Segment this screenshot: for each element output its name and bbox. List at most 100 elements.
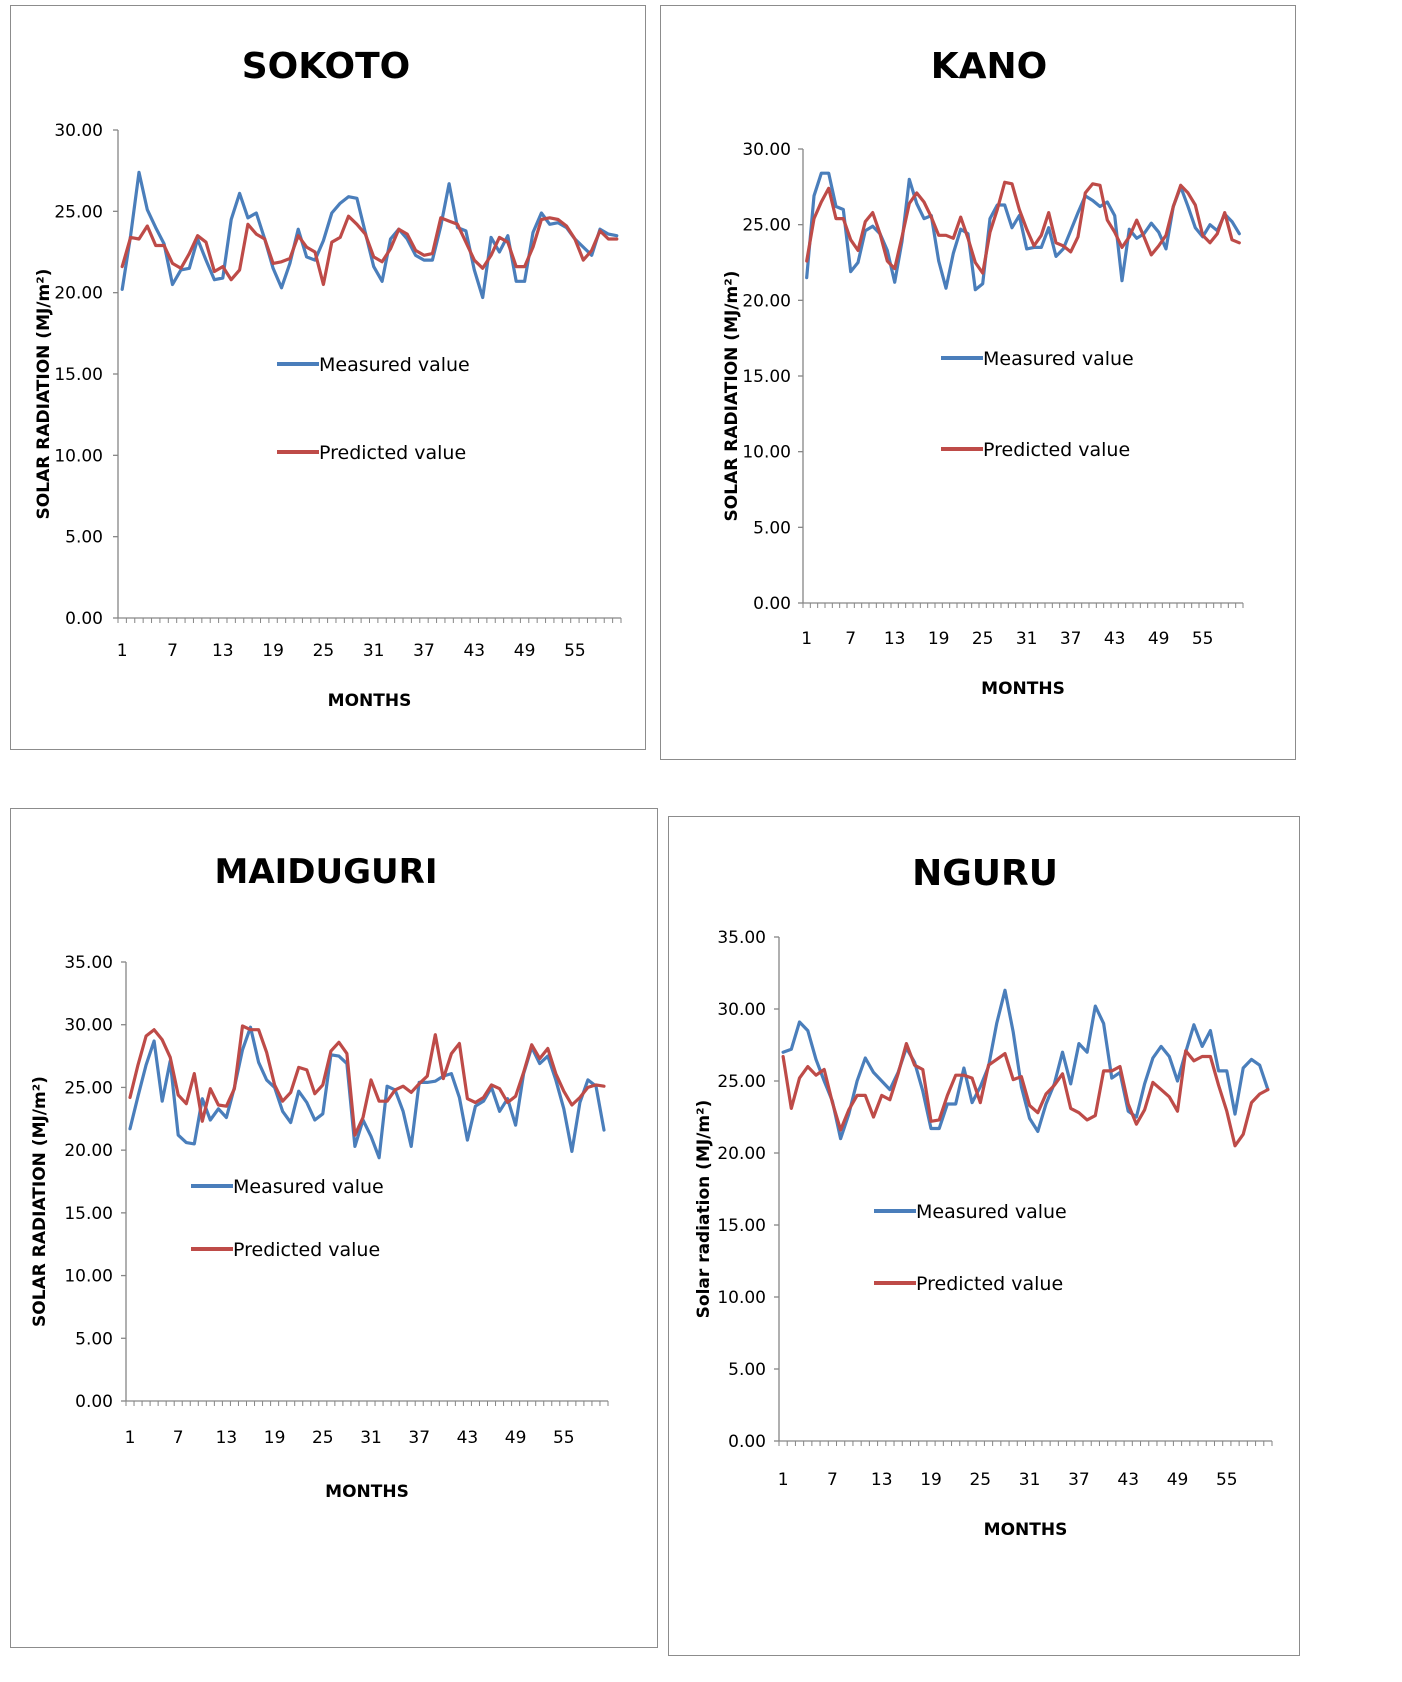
y-axis-title: SOLAR RADIATION (MJ/m²) xyxy=(30,1076,50,1327)
series-line-predicted xyxy=(128,1024,606,1137)
x-tick-label: 55 xyxy=(553,1428,575,1448)
y-tick-label: 5.00 xyxy=(75,1329,113,1349)
x-tick-label: 13 xyxy=(871,1470,893,1490)
x-tick-label: 31 xyxy=(360,1428,382,1448)
y-tick-label: 35.00 xyxy=(717,928,766,948)
y-tick-label: 15.00 xyxy=(742,367,791,387)
chart-panel-nguru: NGURU 0.00 5.00 10.00 15.00 20.00 25.00 30.00 35… xyxy=(668,816,1300,1656)
y-tick-label: 10.00 xyxy=(64,1267,113,1287)
y-tick-label: 0.00 xyxy=(75,1392,113,1412)
chart-panel-kano: KANO 0.00 5.00 10.00 15.00 20.00 25.00 30.00 1 7 1… xyxy=(660,5,1296,760)
legend-label-predicted: Predicted value xyxy=(319,442,466,464)
chart-title-maiduguri: MAIDUGURI xyxy=(215,852,438,892)
y-tick-label: 0.00 xyxy=(728,1432,766,1452)
series-line-predicted xyxy=(805,180,1241,275)
x-axis-title: MONTHS xyxy=(328,691,412,711)
chart-svg-kano: KANO 0.00 5.00 10.00 15.00 20.00 25.00 30.00 1 7 1… xyxy=(722,46,1244,699)
chart-svg-maiduguri: MAIDUGURI 0.00 5.00 10.00 15.00 20.00 25.00 30.… xyxy=(30,852,609,1502)
y-tick-label: 25.00 xyxy=(717,1072,766,1092)
x-tick-label: 13 xyxy=(884,629,906,649)
y-tick-label: 30.00 xyxy=(742,140,791,160)
legend-label-predicted: Predicted value xyxy=(916,1273,1063,1295)
legend-label-predicted: Predicted value xyxy=(233,1239,380,1261)
x-tick-label: 31 xyxy=(363,641,385,661)
x-tick-label: 37 xyxy=(1068,1470,1090,1490)
chart-title-kano: KANO xyxy=(931,46,1048,87)
x-axis-title: MONTHS xyxy=(984,1520,1068,1540)
x-tick-label: 1 xyxy=(117,641,128,661)
x-tick-label: 43 xyxy=(457,1428,479,1448)
series-line-predicted xyxy=(120,214,619,287)
x-tick-label: 49 xyxy=(505,1428,527,1448)
chart-svg-nguru: NGURU 0.00 5.00 10.00 15.00 20.00 25.00 30.00 35… xyxy=(694,853,1273,1540)
y-axis-title: SOLAR RADIATION (MJ/m²) xyxy=(34,269,54,520)
y-tick-label: 10.00 xyxy=(54,446,103,466)
y-tick-label: 5.00 xyxy=(728,1360,766,1380)
y-tick-label: 20.00 xyxy=(64,1141,113,1161)
y-tick-label: 15.00 xyxy=(64,1204,113,1224)
x-tick-label: 25 xyxy=(312,1428,334,1448)
x-tick-label: 25 xyxy=(313,641,335,661)
x-tick-label: 19 xyxy=(264,1428,286,1448)
legend-label-measured: Measured value xyxy=(983,348,1134,370)
x-tick-label: 25 xyxy=(972,629,994,649)
x-tick-label: 1 xyxy=(125,1428,136,1448)
y-axis-title: SOLAR RADIATION (MJ/m²) xyxy=(722,271,742,522)
x-axis-title: MONTHS xyxy=(981,679,1065,699)
x-axis-title: MONTHS xyxy=(325,1482,409,1502)
y-tick-label: 30.00 xyxy=(717,1000,766,1020)
x-tick-label: 19 xyxy=(920,1470,942,1490)
y-tick-label: 30.00 xyxy=(64,1016,113,1036)
x-tick-label: 31 xyxy=(1016,629,1038,649)
x-tick-label: 13 xyxy=(216,1428,238,1448)
chart-title-nguru: NGURU xyxy=(912,853,1058,894)
x-tick-label: 13 xyxy=(212,641,234,661)
x-tick-label: 31 xyxy=(1019,1470,1041,1490)
x-tick-label: 43 xyxy=(1117,1470,1139,1490)
x-tick-label: 43 xyxy=(1104,629,1126,649)
y-axis-title: Solar radiation (MJ/m²) xyxy=(694,1100,714,1319)
x-tick-label: 55 xyxy=(564,641,586,661)
x-tick-label: 25 xyxy=(969,1470,991,1490)
x-tick-label: 55 xyxy=(1192,629,1214,649)
y-tick-label: 35.00 xyxy=(64,953,113,973)
x-tick-label: 49 xyxy=(514,641,536,661)
chart-title-sokoto: SOKOTO xyxy=(242,46,411,87)
x-tick-label: 49 xyxy=(1148,629,1170,649)
x-tick-label: 37 xyxy=(1060,629,1082,649)
legend-label-measured: Measured value xyxy=(319,354,470,376)
y-tick-label: 20.00 xyxy=(717,1144,766,1164)
x-tick-label: 1 xyxy=(801,629,812,649)
x-tick-label: 7 xyxy=(167,641,178,661)
y-tick-label: 20.00 xyxy=(742,291,791,311)
x-tick-label: 43 xyxy=(463,641,485,661)
series-line-measured xyxy=(781,988,1270,1141)
x-tick-label: 37 xyxy=(408,1428,430,1448)
x-tick-label: 37 xyxy=(413,641,435,661)
y-tick-label: 15.00 xyxy=(717,1216,766,1236)
y-tick-label: 25.00 xyxy=(64,1078,113,1098)
x-tick-label: 7 xyxy=(827,1470,838,1490)
y-tick-label: 25.00 xyxy=(742,216,791,236)
chart-panel-sokoto: SOKOTO 0.00 5.00 10.00 15.00 20.00 25.00 30.00 1… xyxy=(10,5,646,750)
y-tick-label: 20.00 xyxy=(54,284,103,304)
y-tick-label: 0.00 xyxy=(65,609,103,629)
series-line-measured xyxy=(805,171,1241,292)
y-tick-label: 25.00 xyxy=(54,202,103,222)
chart-panel-maiduguri: MAIDUGURI 0.00 5.00 10.00 15.00 20.00 25.00 30.… xyxy=(10,808,658,1648)
legend-label-predicted: Predicted value xyxy=(983,439,1130,461)
x-tick-label: 1 xyxy=(778,1470,789,1490)
y-tick-label: 0.00 xyxy=(753,594,791,614)
y-tick-label: 10.00 xyxy=(717,1288,766,1308)
legend-label-measured: Measured value xyxy=(916,1201,1067,1223)
y-tick-label: 30.00 xyxy=(54,121,103,141)
x-tick-label: 49 xyxy=(1167,1470,1189,1490)
x-tick-label: 7 xyxy=(173,1428,184,1448)
x-tick-label: 19 xyxy=(262,641,284,661)
chart-svg-sokoto: SOKOTO 0.00 5.00 10.00 15.00 20.00 25.00 30.00 1… xyxy=(34,46,622,711)
x-tick-label: 7 xyxy=(845,629,856,649)
y-tick-label: 5.00 xyxy=(65,528,103,548)
y-tick-label: 10.00 xyxy=(742,443,791,463)
y-tick-label: 15.00 xyxy=(54,365,103,385)
x-tick-label: 19 xyxy=(928,629,950,649)
